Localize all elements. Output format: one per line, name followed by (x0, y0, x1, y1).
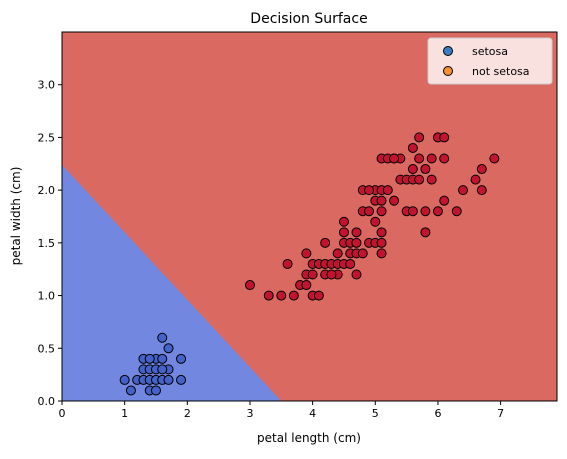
setosa-point (157, 364, 168, 375)
y-tick-label: 2.0 (38, 184, 56, 197)
not-setosa-point (426, 174, 437, 185)
not-setosa-point (420, 227, 431, 238)
not-setosa-point (351, 227, 362, 238)
not-setosa-point (382, 185, 393, 196)
y-tick-label: 1.0 (38, 290, 56, 303)
not-setosa-point (244, 280, 255, 291)
chart-title: Decision Surface (250, 11, 367, 27)
y-tick-label: 3.0 (38, 79, 56, 92)
not-setosa-point (338, 216, 349, 227)
legend-marker (443, 66, 453, 76)
setosa-point (157, 332, 168, 343)
not-setosa-point (451, 206, 462, 217)
not-setosa-point (351, 269, 362, 280)
not-setosa-point (470, 174, 481, 185)
not-setosa-point (420, 206, 431, 217)
x-tick-label: 4 (309, 407, 316, 420)
not-setosa-point (439, 195, 450, 206)
not-setosa-point (301, 248, 312, 259)
not-setosa-point (313, 290, 324, 301)
y-tick-label: 2.5 (38, 131, 56, 144)
not-setosa-point (288, 290, 299, 301)
not-setosa-point (307, 269, 318, 280)
not-setosa-point (426, 153, 437, 164)
y-tick-label: 0.0 (38, 395, 56, 408)
not-setosa-point (263, 290, 274, 301)
not-setosa-point (458, 185, 469, 196)
not-setosa-point (301, 280, 312, 291)
not-setosa-point (282, 258, 293, 269)
not-setosa-point (414, 153, 425, 164)
not-setosa-point (420, 164, 431, 175)
not-setosa-point (370, 216, 381, 227)
not-setosa-point (276, 290, 287, 301)
not-setosa-point (376, 206, 387, 217)
x-tick-label: 2 (184, 407, 191, 420)
y-tick-label: 1.5 (38, 237, 56, 250)
setosa-region (62, 164, 282, 401)
y-tick-label: 0.5 (38, 342, 56, 355)
y-axis-label: petal width (cm) (9, 167, 23, 266)
not-setosa-point (376, 237, 387, 248)
setosa-point (163, 374, 174, 385)
not-setosa-point (476, 164, 487, 175)
legend-label: not setosa (472, 65, 530, 78)
x-tick-label: 1 (121, 407, 128, 420)
not-setosa-point (489, 153, 500, 164)
legend: setosa not setosa (427, 37, 553, 85)
not-setosa-point (414, 132, 425, 143)
setosa-point (163, 343, 174, 354)
x-tick-label: 6 (434, 407, 441, 420)
not-setosa-point (332, 248, 343, 259)
x-axis-label: petal length (cm) (257, 431, 361, 445)
not-setosa-point (389, 195, 400, 206)
not-setosa-point (407, 206, 418, 217)
not-setosa-point (376, 227, 387, 238)
not-setosa-point (439, 132, 450, 143)
x-tick-label: 7 (497, 407, 504, 420)
not-setosa-point (326, 269, 337, 280)
setosa-point (125, 385, 136, 396)
setosa-point (176, 374, 187, 385)
not-setosa-point (376, 195, 387, 206)
legend-box (427, 37, 553, 85)
not-setosa-point (389, 153, 400, 164)
legend-label: setosa (472, 45, 508, 58)
not-setosa-point (320, 237, 331, 248)
x-tick-label: 0 (59, 407, 66, 420)
setosa-point (119, 374, 130, 385)
not-setosa-point (357, 248, 368, 259)
y-axis: 0.0 0.5 1.0 1.5 2.0 2.5 3.0 (38, 79, 62, 408)
plot-area (61, 31, 558, 402)
not-setosa-point (376, 248, 387, 259)
not-setosa-point (432, 206, 443, 217)
not-setosa-point (439, 153, 450, 164)
x-axis: 0 1 2 3 4 5 6 7 (59, 401, 504, 420)
setosa-point (176, 353, 187, 364)
not-setosa-point (407, 142, 418, 153)
not-setosa-point (414, 174, 425, 185)
plot-frame (61, 31, 558, 402)
not-setosa-point (364, 185, 375, 196)
not-setosa-point (338, 227, 349, 238)
not-setosa-point (345, 258, 356, 269)
setosa-point (144, 353, 155, 364)
not-setosa-point (407, 164, 418, 175)
not-setosa-point (364, 206, 375, 217)
x-tick-label: 3 (246, 407, 253, 420)
x-tick-label: 5 (372, 407, 379, 420)
legend-marker (443, 46, 453, 56)
setosa-point (150, 385, 161, 396)
not-setosa-point (351, 237, 362, 248)
setosa-point (157, 353, 168, 364)
not-setosa-point (476, 185, 487, 196)
